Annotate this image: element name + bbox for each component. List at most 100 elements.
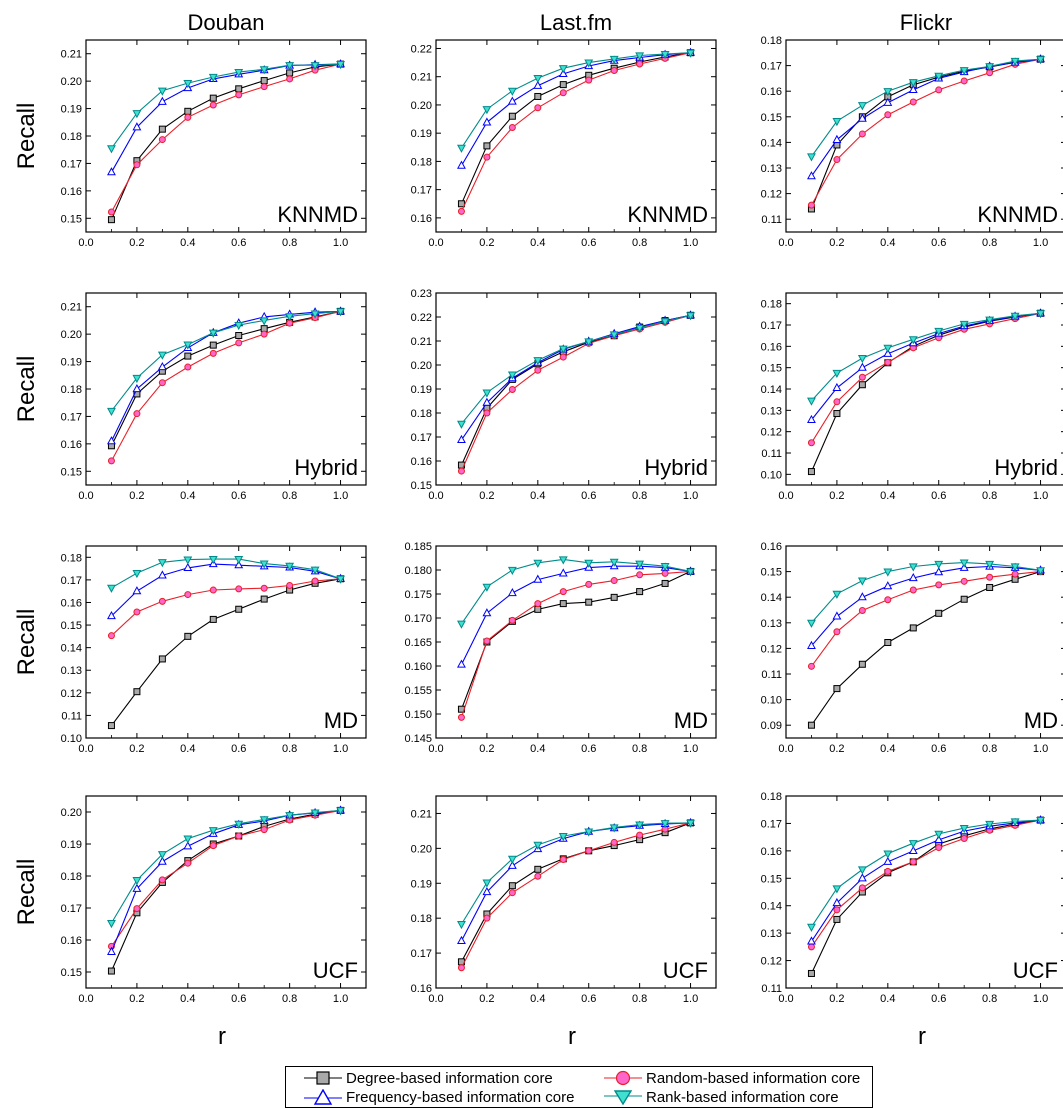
y-tick-label: 0.17 xyxy=(761,818,782,830)
y-tick-label: 0.170 xyxy=(404,613,432,625)
subplot-hybrid-douban: 0.0 0.2 0.4 0.6 0.8 1.0 0.15 0.16 0.17 0.18 0.19 0.… xyxy=(61,292,367,502)
x-tick-label: 0.6 xyxy=(581,743,596,755)
series-line-rank xyxy=(811,312,1041,402)
data-point-frequency xyxy=(482,886,492,896)
data-point-rank xyxy=(857,577,867,586)
data-point-degree xyxy=(833,915,841,923)
x-tick-label: 0.8 xyxy=(282,993,297,1005)
data-point-rank xyxy=(635,52,645,61)
y-tick-label: 0.23 xyxy=(411,288,432,300)
data-point-degree xyxy=(457,200,465,208)
data-point-rank xyxy=(609,55,619,64)
y-tick-label: 0.18 xyxy=(411,156,432,168)
data-point-random xyxy=(559,353,567,361)
data-point-random xyxy=(260,83,268,91)
data-point-rank xyxy=(609,331,619,340)
data-point-random xyxy=(107,632,115,640)
data-point-random xyxy=(483,914,491,922)
data-point-rank xyxy=(157,559,167,568)
x-tick-label: 0.6 xyxy=(581,490,596,502)
data-point-rank xyxy=(558,556,568,565)
data-point-random xyxy=(534,600,542,608)
data-point-random xyxy=(133,905,141,913)
x-tick-label: 0.6 xyxy=(231,993,246,1005)
legend-label-frequency: Frequency-based information core xyxy=(346,1088,575,1106)
x-tick-label: 0.2 xyxy=(829,237,844,249)
data-point-random xyxy=(909,858,917,866)
data-point-degree xyxy=(158,655,166,663)
data-point-frequency xyxy=(507,860,517,869)
data-point-random xyxy=(508,889,516,897)
data-point-random xyxy=(184,591,192,599)
data-point-frequency xyxy=(832,611,842,620)
data-point-rank xyxy=(584,559,594,568)
data-point-rank xyxy=(457,144,466,153)
data-point-rank xyxy=(482,583,492,592)
data-point-rank xyxy=(234,820,244,829)
data-point-frequency xyxy=(132,122,142,131)
data-point-random xyxy=(610,577,618,585)
data-point-rank xyxy=(857,102,867,111)
data-point-random xyxy=(209,586,217,594)
series-line-degree xyxy=(460,52,691,205)
data-point-degree xyxy=(559,81,567,89)
data-point-rank xyxy=(832,118,842,127)
y-tick-label: 0.19 xyxy=(61,357,82,369)
y-tick-label: 0.21 xyxy=(61,302,82,314)
legend-item-rank: Rank-based information core xyxy=(604,1087,839,1107)
data-point-random xyxy=(483,153,491,161)
series-line-random xyxy=(461,52,691,212)
y-tick-label: 0.16 xyxy=(761,846,782,858)
data-point-frequency xyxy=(832,897,842,907)
x-tick-label: 0.2 xyxy=(479,237,494,249)
data-point-random xyxy=(833,906,841,914)
data-point-rank xyxy=(285,812,295,821)
series-line-degree xyxy=(461,822,691,963)
data-point-random xyxy=(133,410,141,418)
series-line-frequency xyxy=(110,809,341,953)
data-point-degree xyxy=(184,632,192,640)
data-point-frequency xyxy=(934,567,944,576)
data-point-rank xyxy=(584,338,594,347)
data-point-rank xyxy=(985,820,995,830)
x-tick-label: 0.8 xyxy=(632,743,647,755)
x-tick-label: 0.4 xyxy=(180,743,195,755)
data-point-frequency xyxy=(807,171,816,180)
data-point-rank xyxy=(1010,818,1020,827)
data-point-frequency xyxy=(107,946,116,955)
data-point-rank xyxy=(234,556,244,565)
y-tick-label: 0.16 xyxy=(61,597,82,609)
plot-frame xyxy=(85,545,367,739)
x-tick-label: 0.8 xyxy=(632,490,647,502)
x-tick-label: 0.2 xyxy=(829,993,844,1005)
data-point-random xyxy=(483,409,491,417)
data-point-rank xyxy=(285,562,295,571)
data-point-frequency xyxy=(107,436,116,445)
y-tick-label: 0.185 xyxy=(404,541,432,553)
data-point-random xyxy=(960,77,968,85)
data-point-random xyxy=(457,713,465,721)
x-tick-label: 0.0 xyxy=(428,237,443,249)
y-tick-label: 0.17 xyxy=(61,903,82,915)
y-tick-label: 0.09 xyxy=(761,720,782,732)
data-point-rank xyxy=(259,816,269,825)
data-point-random xyxy=(133,161,141,169)
y-tick-label: 0.13 xyxy=(761,405,782,417)
x-tick-label: 0.0 xyxy=(78,490,93,502)
y-tick-label: 0.11 xyxy=(761,214,782,226)
method-label: UCF xyxy=(313,958,358,983)
data-point-rank xyxy=(660,563,670,572)
data-point-rank xyxy=(183,835,193,844)
data-point-rank xyxy=(310,310,320,319)
series-line-rank xyxy=(811,819,1041,928)
subplot-ucf-douban: 0.0 0.2 0.4 0.6 0.8 1.0 0.15 0.16 0.17 0.18 0.19 0.… xyxy=(61,795,367,1005)
data-point-degree xyxy=(858,381,866,389)
x-tick-label: 1.0 xyxy=(333,237,348,249)
y-tick-label: 0.15 xyxy=(61,466,82,478)
data-point-degree xyxy=(107,216,115,224)
data-point-rank xyxy=(959,320,969,329)
y-tick-label: 0.16 xyxy=(61,186,82,198)
data-point-rank xyxy=(959,67,969,76)
data-point-rank xyxy=(635,324,645,333)
data-point-frequency xyxy=(883,856,893,865)
